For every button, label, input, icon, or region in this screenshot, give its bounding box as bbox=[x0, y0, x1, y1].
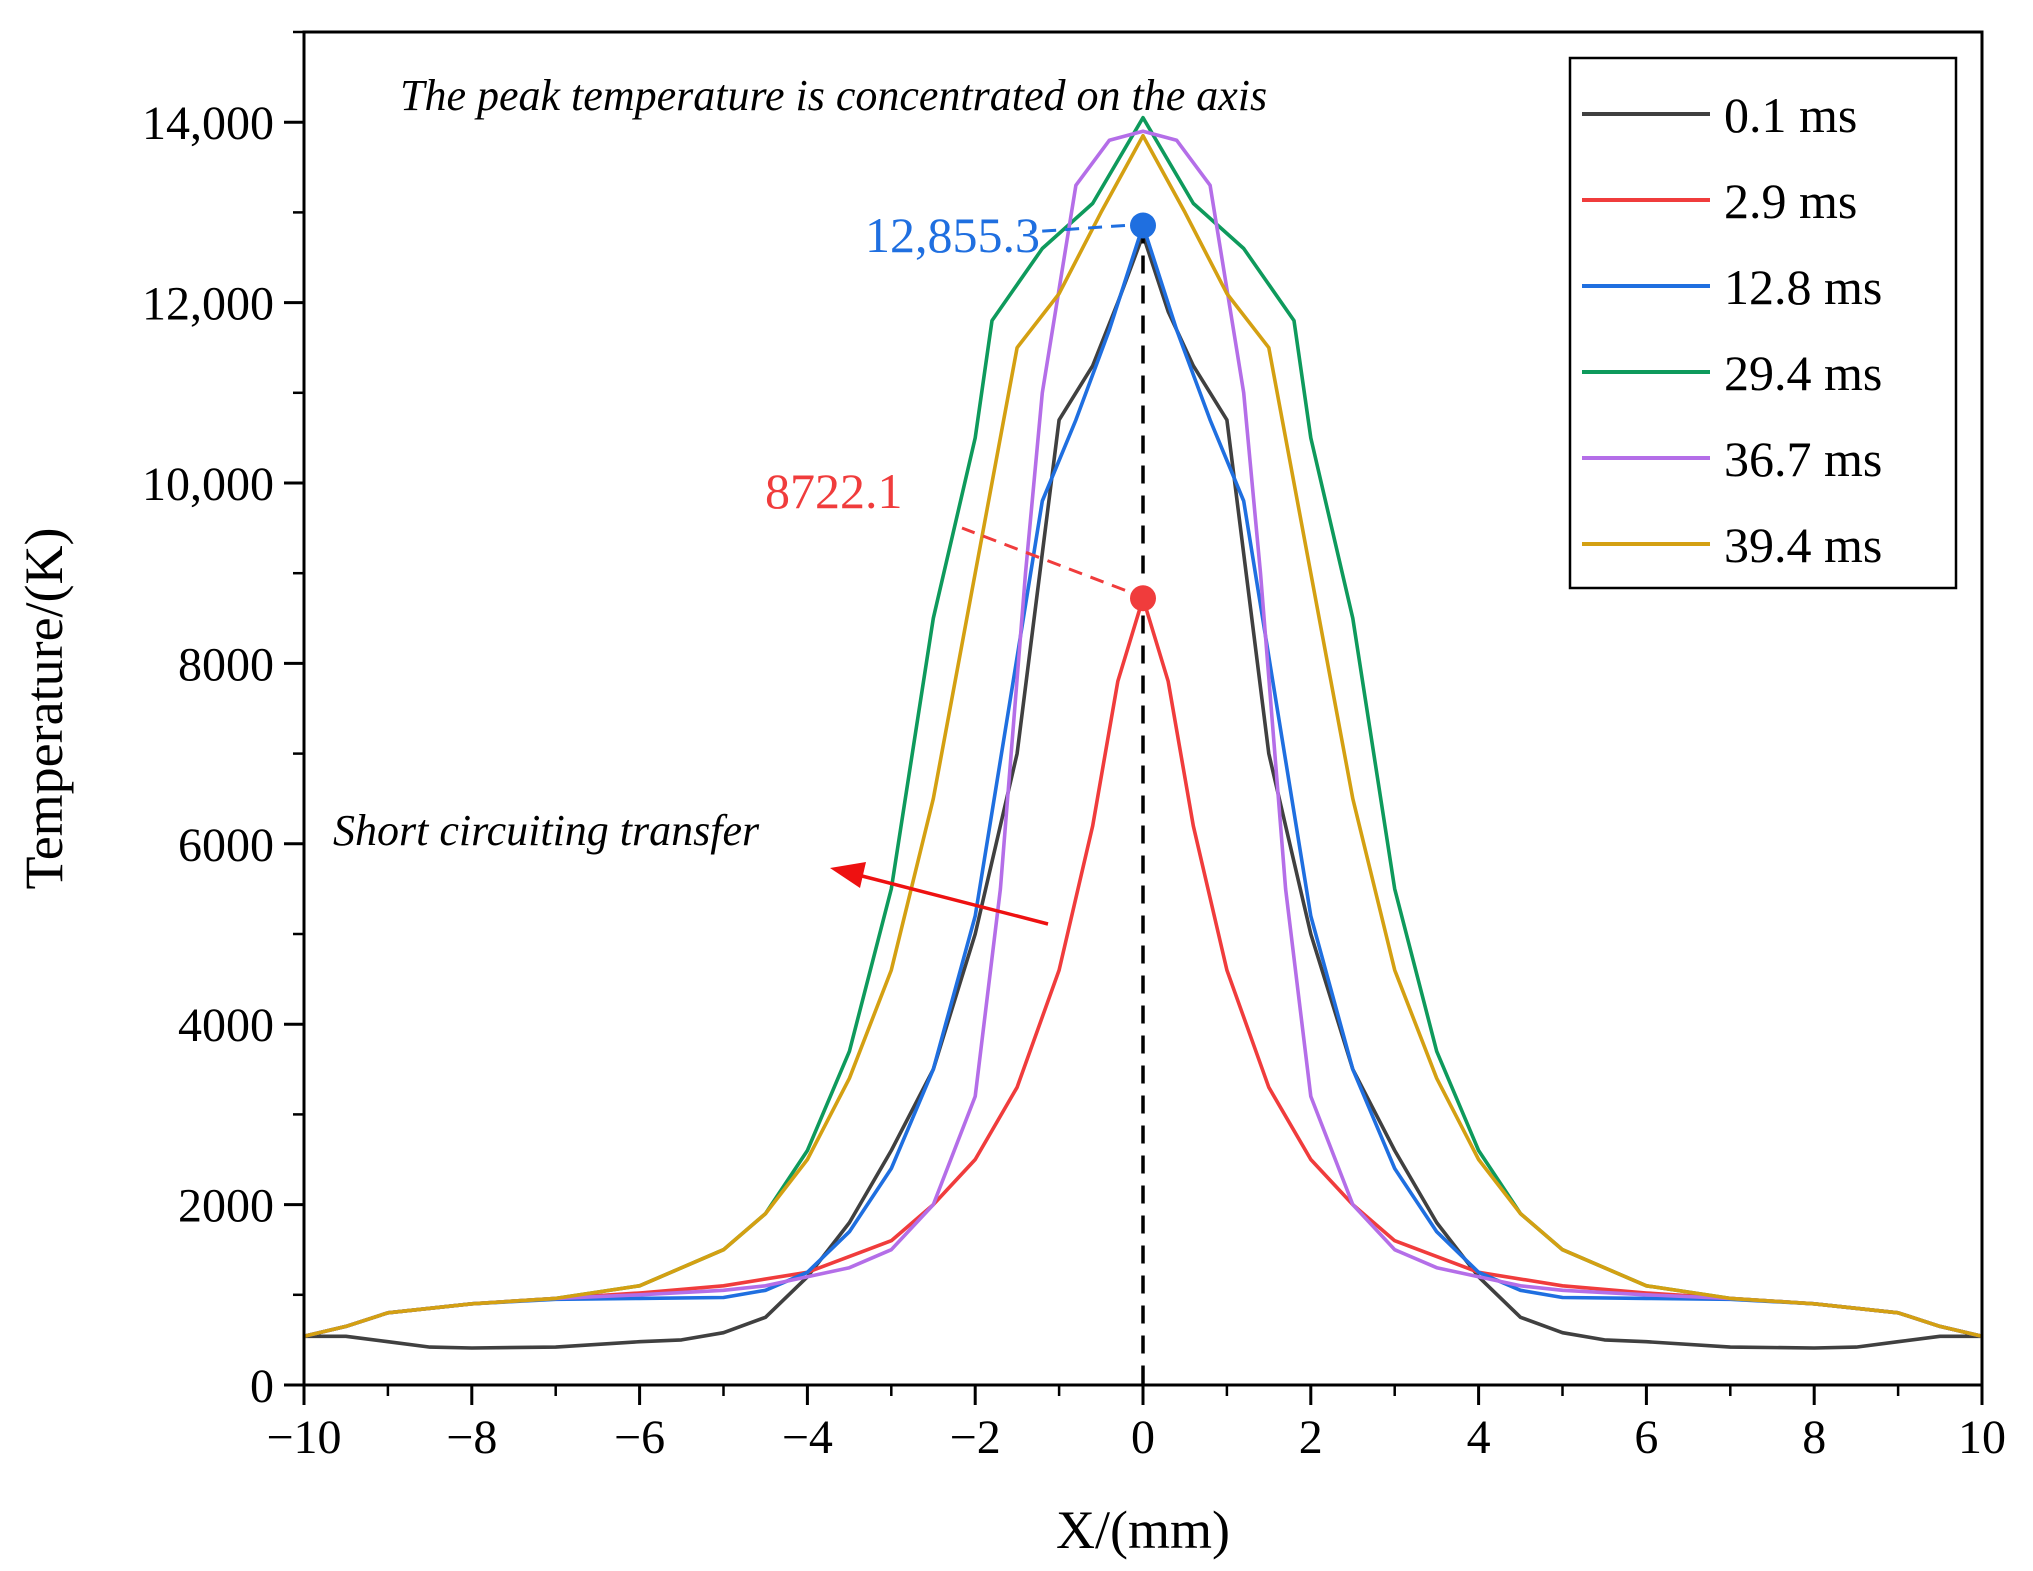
point-label-0: 12,855.3 bbox=[865, 207, 1040, 263]
y-tick-label-4: 8000 bbox=[178, 638, 274, 691]
y-tick-label-7: 14,000 bbox=[142, 97, 274, 150]
y-tick-label-0: 0 bbox=[250, 1360, 274, 1413]
y-axis-title: Temperature/(K) bbox=[14, 527, 74, 889]
x-tick-label-9: 8 bbox=[1802, 1411, 1826, 1464]
legend-label-2: 12.8 ms bbox=[1724, 259, 1882, 315]
x-tick-label-8: 6 bbox=[1634, 1411, 1658, 1464]
legend: 0.1 ms 2.9 ms 12.8 ms 29.4 ms 36.7 ms 39.4 ms bbox=[1568, 56, 1958, 590]
x-tick-label-3: −4 bbox=[782, 1411, 833, 1464]
x-tick-label-4: −2 bbox=[950, 1411, 1001, 1464]
y-tick-label-2: 4000 bbox=[178, 999, 274, 1052]
x-tick-label-5: 0 bbox=[1131, 1411, 1155, 1464]
y-tick-label-6: 12,000 bbox=[142, 278, 274, 331]
short-circuit-arrow-shaft bbox=[861, 874, 1049, 926]
y-tick-label-3: 6000 bbox=[178, 819, 274, 872]
legend-label-0: 0.1 ms bbox=[1724, 87, 1857, 143]
point-label-1: 8722.1 bbox=[765, 463, 903, 519]
legend-label-1: 2.9 ms bbox=[1724, 173, 1857, 229]
y-tick-label-1: 2000 bbox=[178, 1180, 274, 1233]
legend-label-3: 29.4 ms bbox=[1724, 345, 1882, 401]
x-tick-label-1: −8 bbox=[446, 1411, 497, 1464]
point-leader-1 bbox=[961, 526, 1126, 592]
point-leader-0 bbox=[1029, 223, 1126, 234]
legend-label-4: 36.7 ms bbox=[1724, 431, 1882, 487]
short-circuit-note: Short circuiting transfer bbox=[333, 806, 760, 855]
x-tick-label-7: 4 bbox=[1467, 1411, 1491, 1464]
y-tick-label-5: 10,000 bbox=[142, 458, 274, 511]
series-line-4 bbox=[303, 129, 1983, 1339]
x-axis-title: X/(mm) bbox=[1056, 1500, 1230, 1560]
x-tick-label-6: 2 bbox=[1299, 1411, 1323, 1464]
series-line-5 bbox=[303, 133, 1983, 1339]
x-tick-label-2: −6 bbox=[614, 1411, 665, 1464]
x-tick-label-10: 10 bbox=[1958, 1411, 2006, 1464]
peak-note: The peak temperature is concentrated on … bbox=[400, 71, 1267, 120]
axes-layer: −10 −8 −6 −4 −2 0 2 4 6 8 10 0 2000 4000 6000 8000 10,00… bbox=[14, 30, 2006, 1560]
legend-box bbox=[1568, 56, 1958, 590]
point-marker-0 bbox=[1130, 212, 1156, 239]
annotation-layer: The peak temperature is concentrated on … bbox=[333, 71, 1267, 1385]
short-circuit-arrowhead bbox=[830, 862, 866, 888]
x-tick-label-0: −10 bbox=[266, 1411, 341, 1464]
legend-label-5: 39.4 ms bbox=[1724, 517, 1882, 573]
point-marker-1 bbox=[1130, 585, 1156, 612]
